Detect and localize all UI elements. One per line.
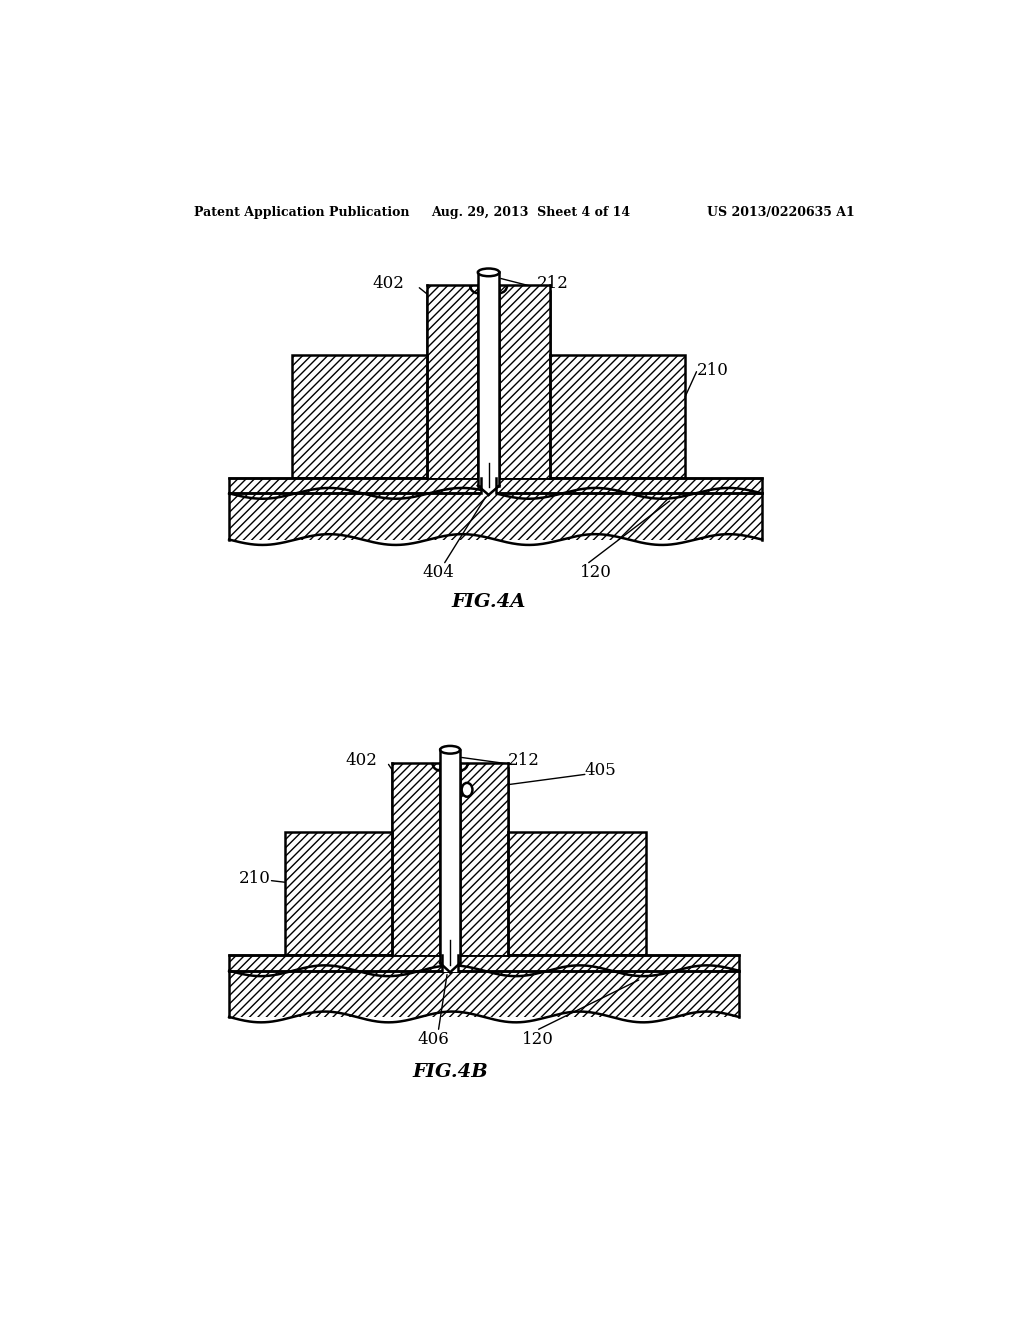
Bar: [478, 272, 500, 486]
Bar: [392, 768, 508, 832]
Bar: [427, 285, 478, 355]
Text: 212: 212: [538, 275, 569, 292]
Bar: [229, 956, 739, 970]
Bar: [285, 832, 646, 956]
Bar: [392, 832, 440, 956]
Text: 402: 402: [345, 752, 377, 770]
Text: 210: 210: [696, 362, 728, 379]
Bar: [440, 750, 460, 964]
Text: 402: 402: [372, 275, 403, 292]
Bar: [229, 494, 762, 540]
Bar: [229, 478, 762, 494]
Bar: [460, 832, 508, 956]
Bar: [392, 763, 440, 832]
Bar: [500, 355, 550, 478]
Bar: [460, 763, 508, 832]
Text: Aug. 29, 2013  Sheet 4 of 14: Aug. 29, 2013 Sheet 4 of 14: [431, 206, 630, 219]
Text: 120: 120: [580, 564, 611, 581]
Bar: [427, 355, 478, 478]
Text: 212: 212: [508, 752, 540, 770]
Bar: [427, 355, 550, 478]
Text: 120: 120: [521, 1031, 554, 1048]
Text: US 2013/0220635 A1: US 2013/0220635 A1: [707, 206, 854, 219]
Bar: [500, 285, 550, 355]
Ellipse shape: [478, 268, 500, 276]
Bar: [427, 290, 550, 355]
Text: 406: 406: [418, 1031, 450, 1048]
Ellipse shape: [462, 783, 472, 797]
Text: 210: 210: [239, 870, 270, 887]
Bar: [392, 832, 508, 956]
Text: 404: 404: [423, 564, 455, 581]
Text: FIG.4A: FIG.4A: [452, 594, 525, 611]
Text: 405: 405: [585, 762, 616, 779]
Bar: [442, 954, 458, 973]
Text: Patent Application Publication: Patent Application Publication: [194, 206, 410, 219]
Bar: [481, 477, 497, 495]
Bar: [292, 355, 685, 478]
Bar: [229, 970, 739, 1016]
Ellipse shape: [440, 746, 460, 754]
Text: FIG.4B: FIG.4B: [413, 1063, 488, 1081]
